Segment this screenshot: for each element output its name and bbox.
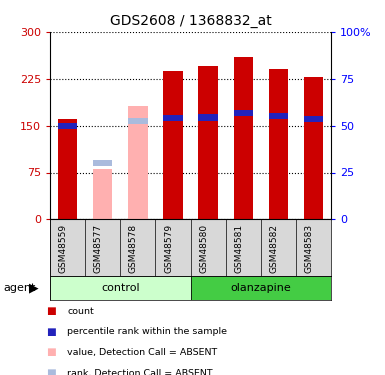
Bar	[304, 116, 323, 122]
Bar	[234, 110, 253, 116]
Bar	[58, 119, 77, 219]
Text: GSM48577: GSM48577	[94, 224, 103, 273]
Bar	[163, 71, 182, 219]
Text: agent: agent	[4, 283, 36, 293]
Text: GSM48578: GSM48578	[129, 224, 138, 273]
Title: GDS2608 / 1368832_at: GDS2608 / 1368832_at	[110, 14, 271, 28]
Text: GSM48581: GSM48581	[234, 224, 243, 273]
Bar	[93, 160, 112, 166]
Text: ■: ■	[46, 306, 56, 316]
Text: ■: ■	[46, 327, 56, 337]
Text: count: count	[67, 307, 94, 316]
Bar	[128, 117, 147, 124]
Bar	[163, 115, 182, 121]
Text: percentile rank within the sample: percentile rank within the sample	[67, 327, 228, 336]
Text: olanzapine: olanzapine	[231, 283, 291, 293]
Text: ■: ■	[46, 348, 56, 357]
Bar	[191, 276, 331, 300]
Bar	[58, 123, 77, 129]
Bar	[269, 69, 288, 219]
Bar	[199, 114, 218, 121]
Bar	[128, 106, 147, 219]
Text: control: control	[101, 283, 140, 293]
Text: GSM48559: GSM48559	[59, 224, 68, 273]
Bar	[269, 113, 288, 119]
Text: GSM48579: GSM48579	[164, 224, 173, 273]
Bar	[50, 276, 191, 300]
Text: rank, Detection Call = ABSENT: rank, Detection Call = ABSENT	[67, 369, 213, 375]
Bar	[199, 66, 218, 219]
Text: value, Detection Call = ABSENT: value, Detection Call = ABSENT	[67, 348, 218, 357]
Text: GSM48580: GSM48580	[199, 224, 208, 273]
Text: ■: ■	[46, 368, 56, 375]
Text: GSM48582: GSM48582	[270, 224, 278, 273]
Text: ▶: ▶	[29, 281, 38, 294]
Bar	[93, 170, 112, 219]
Bar	[304, 77, 323, 219]
Text: GSM48583: GSM48583	[305, 224, 313, 273]
Bar	[234, 57, 253, 219]
